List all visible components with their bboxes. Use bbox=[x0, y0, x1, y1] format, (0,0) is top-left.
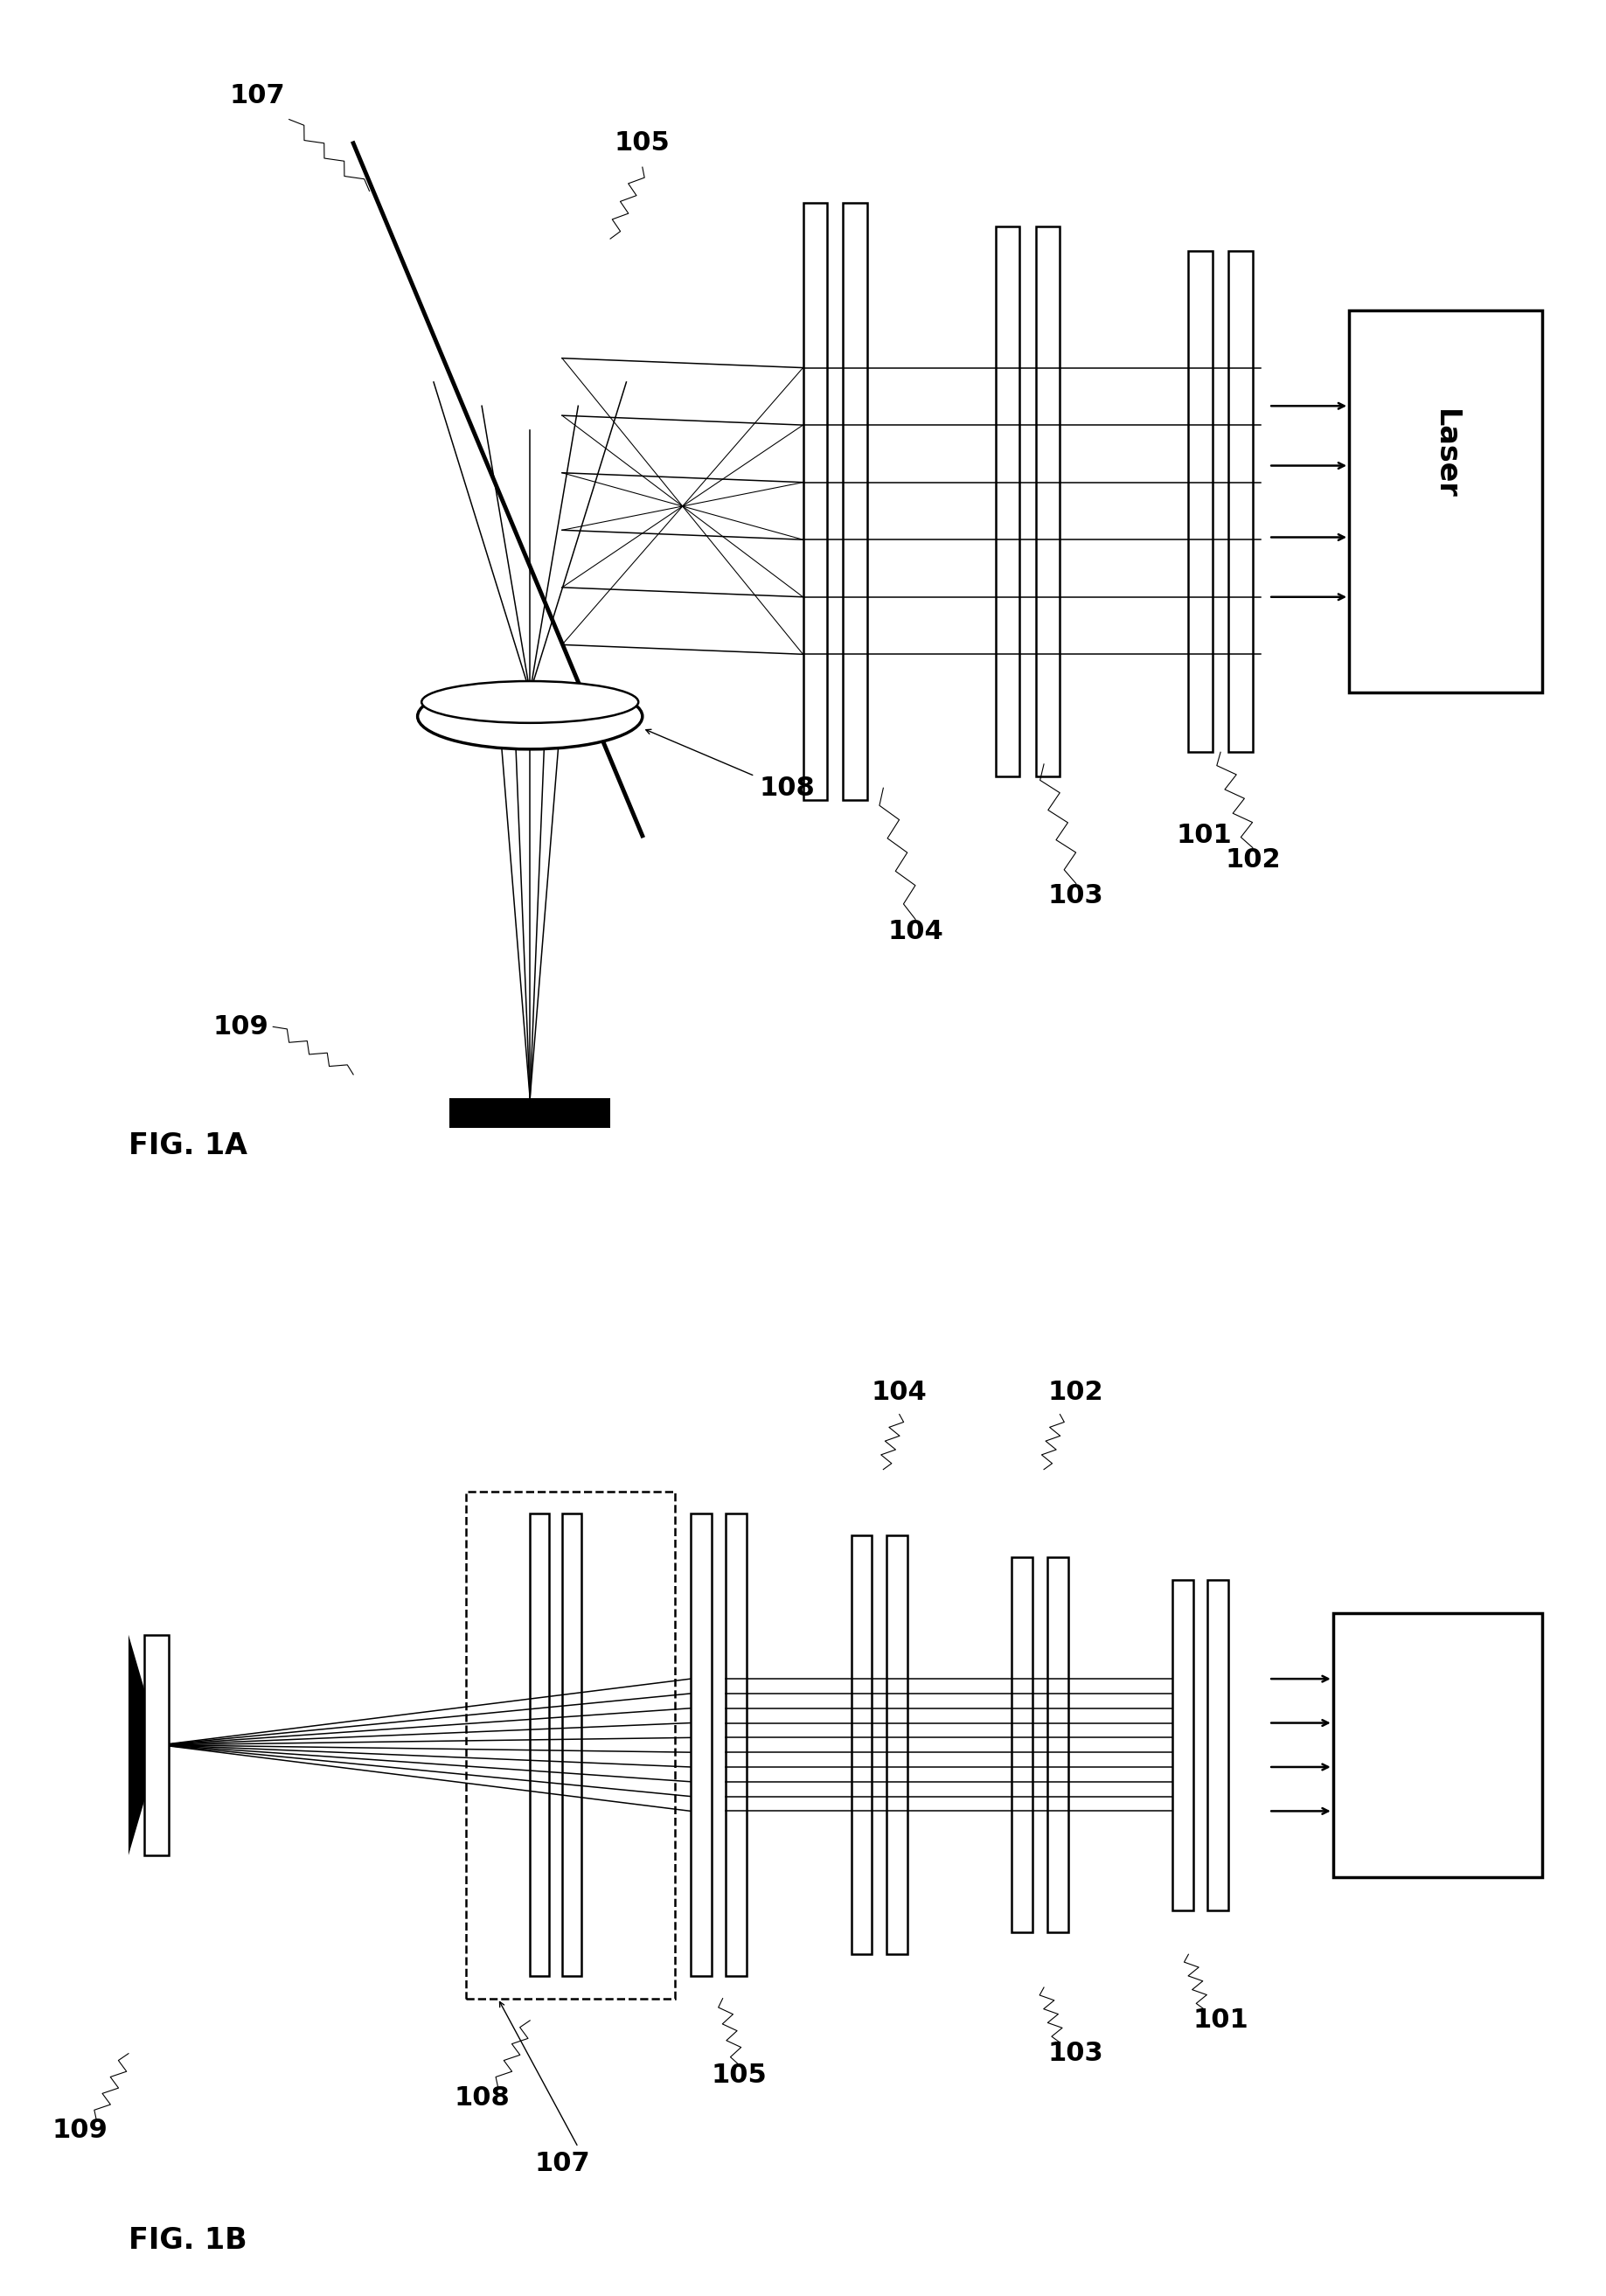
Bar bbox=[1208, 1580, 1229, 1910]
Bar bbox=[887, 1536, 907, 1954]
Text: 101: 101 bbox=[1177, 822, 1232, 850]
Bar bbox=[1036, 227, 1060, 776]
Text: 108: 108 bbox=[454, 2085, 509, 2110]
Bar bbox=[726, 1513, 747, 1977]
Bar bbox=[691, 1513, 711, 1977]
Text: 103: 103 bbox=[1049, 882, 1103, 909]
Text: 108: 108 bbox=[760, 776, 814, 801]
Bar bbox=[1333, 1612, 1542, 1878]
Text: 105: 105 bbox=[711, 2062, 766, 2089]
Text: 109: 109 bbox=[53, 2117, 108, 2144]
Bar bbox=[996, 227, 1020, 776]
Ellipse shape bbox=[422, 682, 639, 723]
Text: Laser: Laser bbox=[1431, 409, 1460, 498]
Text: FIG. 1B: FIG. 1B bbox=[128, 2227, 247, 2255]
Bar bbox=[1047, 1557, 1068, 1933]
Text: 104: 104 bbox=[872, 1380, 927, 1405]
Bar bbox=[530, 1513, 549, 1977]
Text: 104: 104 bbox=[888, 918, 943, 944]
Bar bbox=[843, 202, 867, 799]
Bar bbox=[803, 202, 827, 799]
Text: 102: 102 bbox=[1225, 847, 1280, 872]
Bar bbox=[466, 1492, 675, 1998]
Text: 109: 109 bbox=[214, 1015, 268, 1040]
Text: FIG. 1A: FIG. 1A bbox=[128, 1132, 247, 1159]
Bar bbox=[1229, 250, 1253, 753]
Text: 103: 103 bbox=[1049, 2041, 1103, 2066]
Bar bbox=[851, 1536, 872, 1954]
Text: 101: 101 bbox=[1193, 2007, 1248, 2034]
Bar bbox=[450, 1097, 610, 1127]
Text: 105: 105 bbox=[615, 131, 670, 156]
Bar bbox=[1188, 250, 1213, 753]
Text: 102: 102 bbox=[1049, 1380, 1103, 1405]
Ellipse shape bbox=[418, 684, 642, 748]
Bar bbox=[1349, 310, 1542, 693]
Bar bbox=[562, 1513, 581, 1977]
Polygon shape bbox=[128, 1635, 161, 1855]
Text: 107: 107 bbox=[535, 2151, 589, 2177]
Bar bbox=[145, 1635, 169, 1855]
Bar bbox=[1172, 1580, 1193, 1910]
Text: 107: 107 bbox=[230, 83, 284, 108]
Bar bbox=[1012, 1557, 1033, 1933]
